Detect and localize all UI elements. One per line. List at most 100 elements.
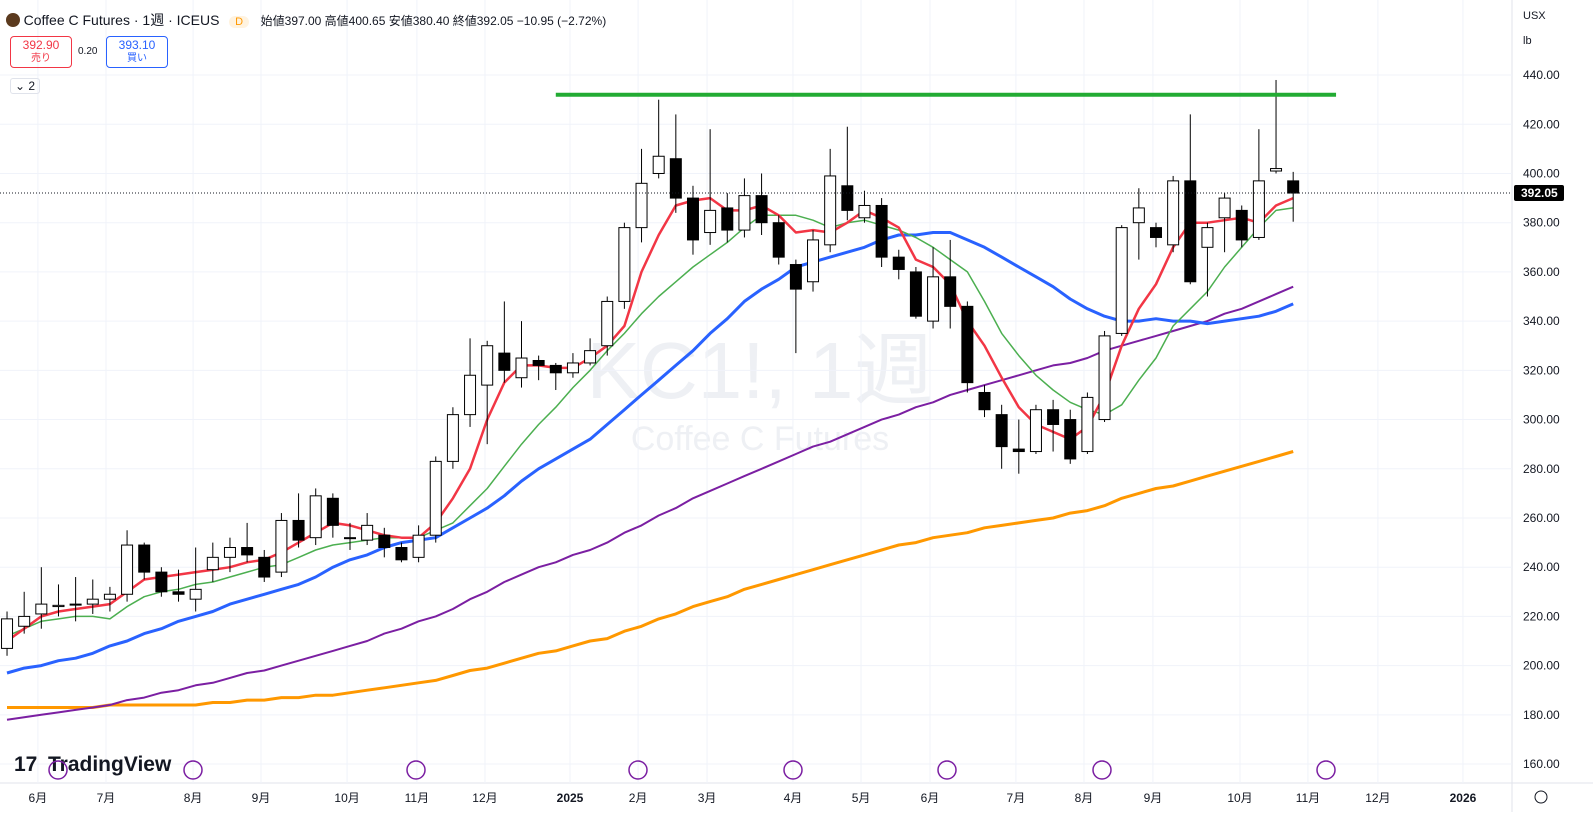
- candle-body: [584, 350, 597, 364]
- candle-body: [86, 598, 99, 605]
- candle-body: [412, 534, 425, 558]
- candle-body: [927, 276, 940, 322]
- x-tick-label: 10月: [1227, 791, 1252, 805]
- moving-average: [6, 207, 1294, 637]
- candle-body: [1270, 168, 1283, 172]
- candle-body: [1115, 227, 1128, 334]
- y-tick-label: 380.00: [1523, 216, 1560, 230]
- buy-price: 393.10: [118, 38, 156, 52]
- y-tick-label: 180.00: [1523, 708, 1560, 722]
- candle-body: [1081, 396, 1094, 453]
- y-tick-label: 280.00: [1523, 462, 1560, 476]
- flag: D: [229, 16, 250, 28]
- y-tick-label: 340.00: [1523, 314, 1560, 328]
- candle-body: [378, 534, 391, 549]
- candle-body: [618, 227, 631, 302]
- event-icons: [48, 760, 1336, 780]
- y-tick-label: 400.00: [1523, 166, 1560, 180]
- candle-body: [1098, 335, 1111, 421]
- candle-body: [121, 544, 134, 595]
- candle-body: [223, 547, 236, 558]
- marks: [0, 79, 1512, 721]
- ohlc: 始値397.00 高値400.65 安値380.40 終値392.05 −10.…: [260, 14, 607, 28]
- indicator-count: 2: [28, 79, 36, 93]
- candle-body: [446, 414, 459, 462]
- x-tick-label: 8月: [1075, 791, 1094, 805]
- candle-body: [464, 374, 477, 416]
- candle-body: [789, 264, 802, 290]
- candle-body: [875, 204, 888, 258]
- x-tick-label: 2025: [557, 791, 584, 805]
- candle-body: [395, 547, 408, 561]
- moving-average: [7, 450, 1294, 709]
- candle-body: [841, 185, 854, 211]
- y-tick-label: 240.00: [1523, 560, 1560, 574]
- candle-body: [69, 603, 82, 606]
- indicator-toggle[interactable]: ⌄ 2: [10, 78, 41, 94]
- x-tick-label: 6月: [29, 791, 48, 805]
- y-tick-label: 420.00: [1523, 117, 1560, 131]
- brand: TradingView: [48, 753, 172, 776]
- candle-body: [206, 556, 219, 571]
- candle-body: [1012, 448, 1025, 453]
- y-tick-label: 160.00: [1523, 757, 1560, 771]
- candle-body: [858, 204, 871, 219]
- y-tick-label: 300.00: [1523, 413, 1560, 427]
- candle-body: [755, 195, 768, 224]
- x-tick-label: 9月: [1144, 791, 1163, 805]
- y-tick-label: 440.00: [1523, 68, 1560, 82]
- sell-button[interactable]: 392.90 売り: [10, 36, 72, 68]
- candle-body: [155, 571, 168, 593]
- candle-body: [738, 195, 751, 231]
- candle-body: [772, 222, 785, 258]
- x-tick-label: 6月: [921, 791, 940, 805]
- spread: 0.20: [78, 46, 98, 57]
- candle-body: [892, 256, 905, 270]
- candle-body: [704, 209, 717, 234]
- currency[interactable]: USX: [1523, 10, 1546, 22]
- last-price-tag: [1514, 185, 1564, 202]
- x-tick-label: 12月: [472, 791, 497, 805]
- candle-body: [1064, 419, 1077, 460]
- candle-body: [481, 345, 494, 386]
- candle-body: [241, 547, 254, 556]
- x-tick-label: 11月: [405, 791, 429, 805]
- symbol-icon: [6, 13, 20, 27]
- candle-body: [1201, 227, 1214, 248]
- moving-average: [6, 231, 1294, 675]
- candle-body: [1167, 180, 1180, 246]
- candle-body: [978, 391, 991, 411]
- candle-body: [138, 544, 151, 573]
- candle-body: [1029, 409, 1042, 453]
- buy-button[interactable]: 393.10 買い: [106, 36, 168, 68]
- candle-body: [18, 615, 31, 627]
- candle-body: [824, 175, 837, 246]
- y-tick-label: 220.00: [1523, 609, 1560, 623]
- sell-label: 売り: [31, 53, 51, 64]
- x-tick-label: 7月: [1007, 791, 1026, 805]
- candle-body: [944, 276, 957, 307]
- candle-body: [344, 537, 357, 540]
- candle-body: [1149, 227, 1162, 238]
- x-tick-label: 9月: [252, 791, 271, 805]
- x-tick-label: 4月: [784, 791, 803, 805]
- y-tick-label: 260.00: [1523, 511, 1560, 525]
- brand-logo: 17: [14, 753, 37, 776]
- unit[interactable]: lb: [1523, 35, 1532, 47]
- candle-body: [635, 182, 648, 229]
- x-tick-label: 3月: [698, 791, 717, 805]
- candle-body: [807, 239, 820, 283]
- sell-price: 392.90: [22, 38, 60, 52]
- candle-body: [309, 495, 322, 539]
- candle-body: [961, 305, 974, 384]
- candle-body: [275, 519, 288, 573]
- y-tick-label: 360.00: [1523, 265, 1560, 279]
- candle-body: [721, 207, 734, 231]
- moving-average: [6, 196, 1294, 643]
- candle-body: [532, 359, 545, 366]
- settings-icon[interactable]: [1534, 790, 1548, 804]
- candle-body: [549, 364, 562, 374]
- candle-body: [1235, 209, 1248, 241]
